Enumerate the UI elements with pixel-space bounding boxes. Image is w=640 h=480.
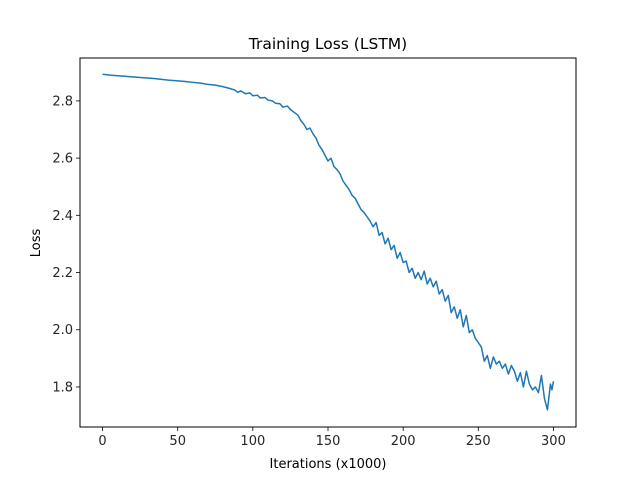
y-tick-label: 2.4	[52, 209, 73, 224]
y-tick-label: 2.0	[52, 323, 73, 338]
x-tick-label: 150	[316, 434, 341, 449]
y-axis-ticks: 1.8 2.0 2.2 2.4 2.6 2.8	[52, 94, 80, 395]
series-layer	[102, 73, 555, 411]
y-tick-label: 2.8	[52, 94, 73, 109]
x-tick-label: 300	[541, 434, 566, 449]
x-axis-ticks: 0 50 100 150 200 250 300	[98, 427, 566, 449]
chart-title: Training Loss (LSTM)	[248, 35, 407, 53]
x-tick-label: 200	[391, 434, 416, 449]
x-tick-label: 250	[466, 434, 491, 449]
y-axis-label: Loss	[29, 229, 44, 258]
y-tick-label: 1.8	[52, 380, 73, 395]
y-tick-label: 2.6	[52, 152, 73, 167]
x-tick-label: 50	[169, 434, 186, 449]
plot-background	[80, 58, 576, 427]
x-tick-label: 0	[98, 434, 106, 449]
y-tick-label: 2.2	[52, 266, 73, 281]
x-axis-label: Iterations (x1000)	[270, 457, 387, 472]
series-line-0	[102, 73, 555, 411]
x-tick-label: 100	[240, 434, 265, 449]
